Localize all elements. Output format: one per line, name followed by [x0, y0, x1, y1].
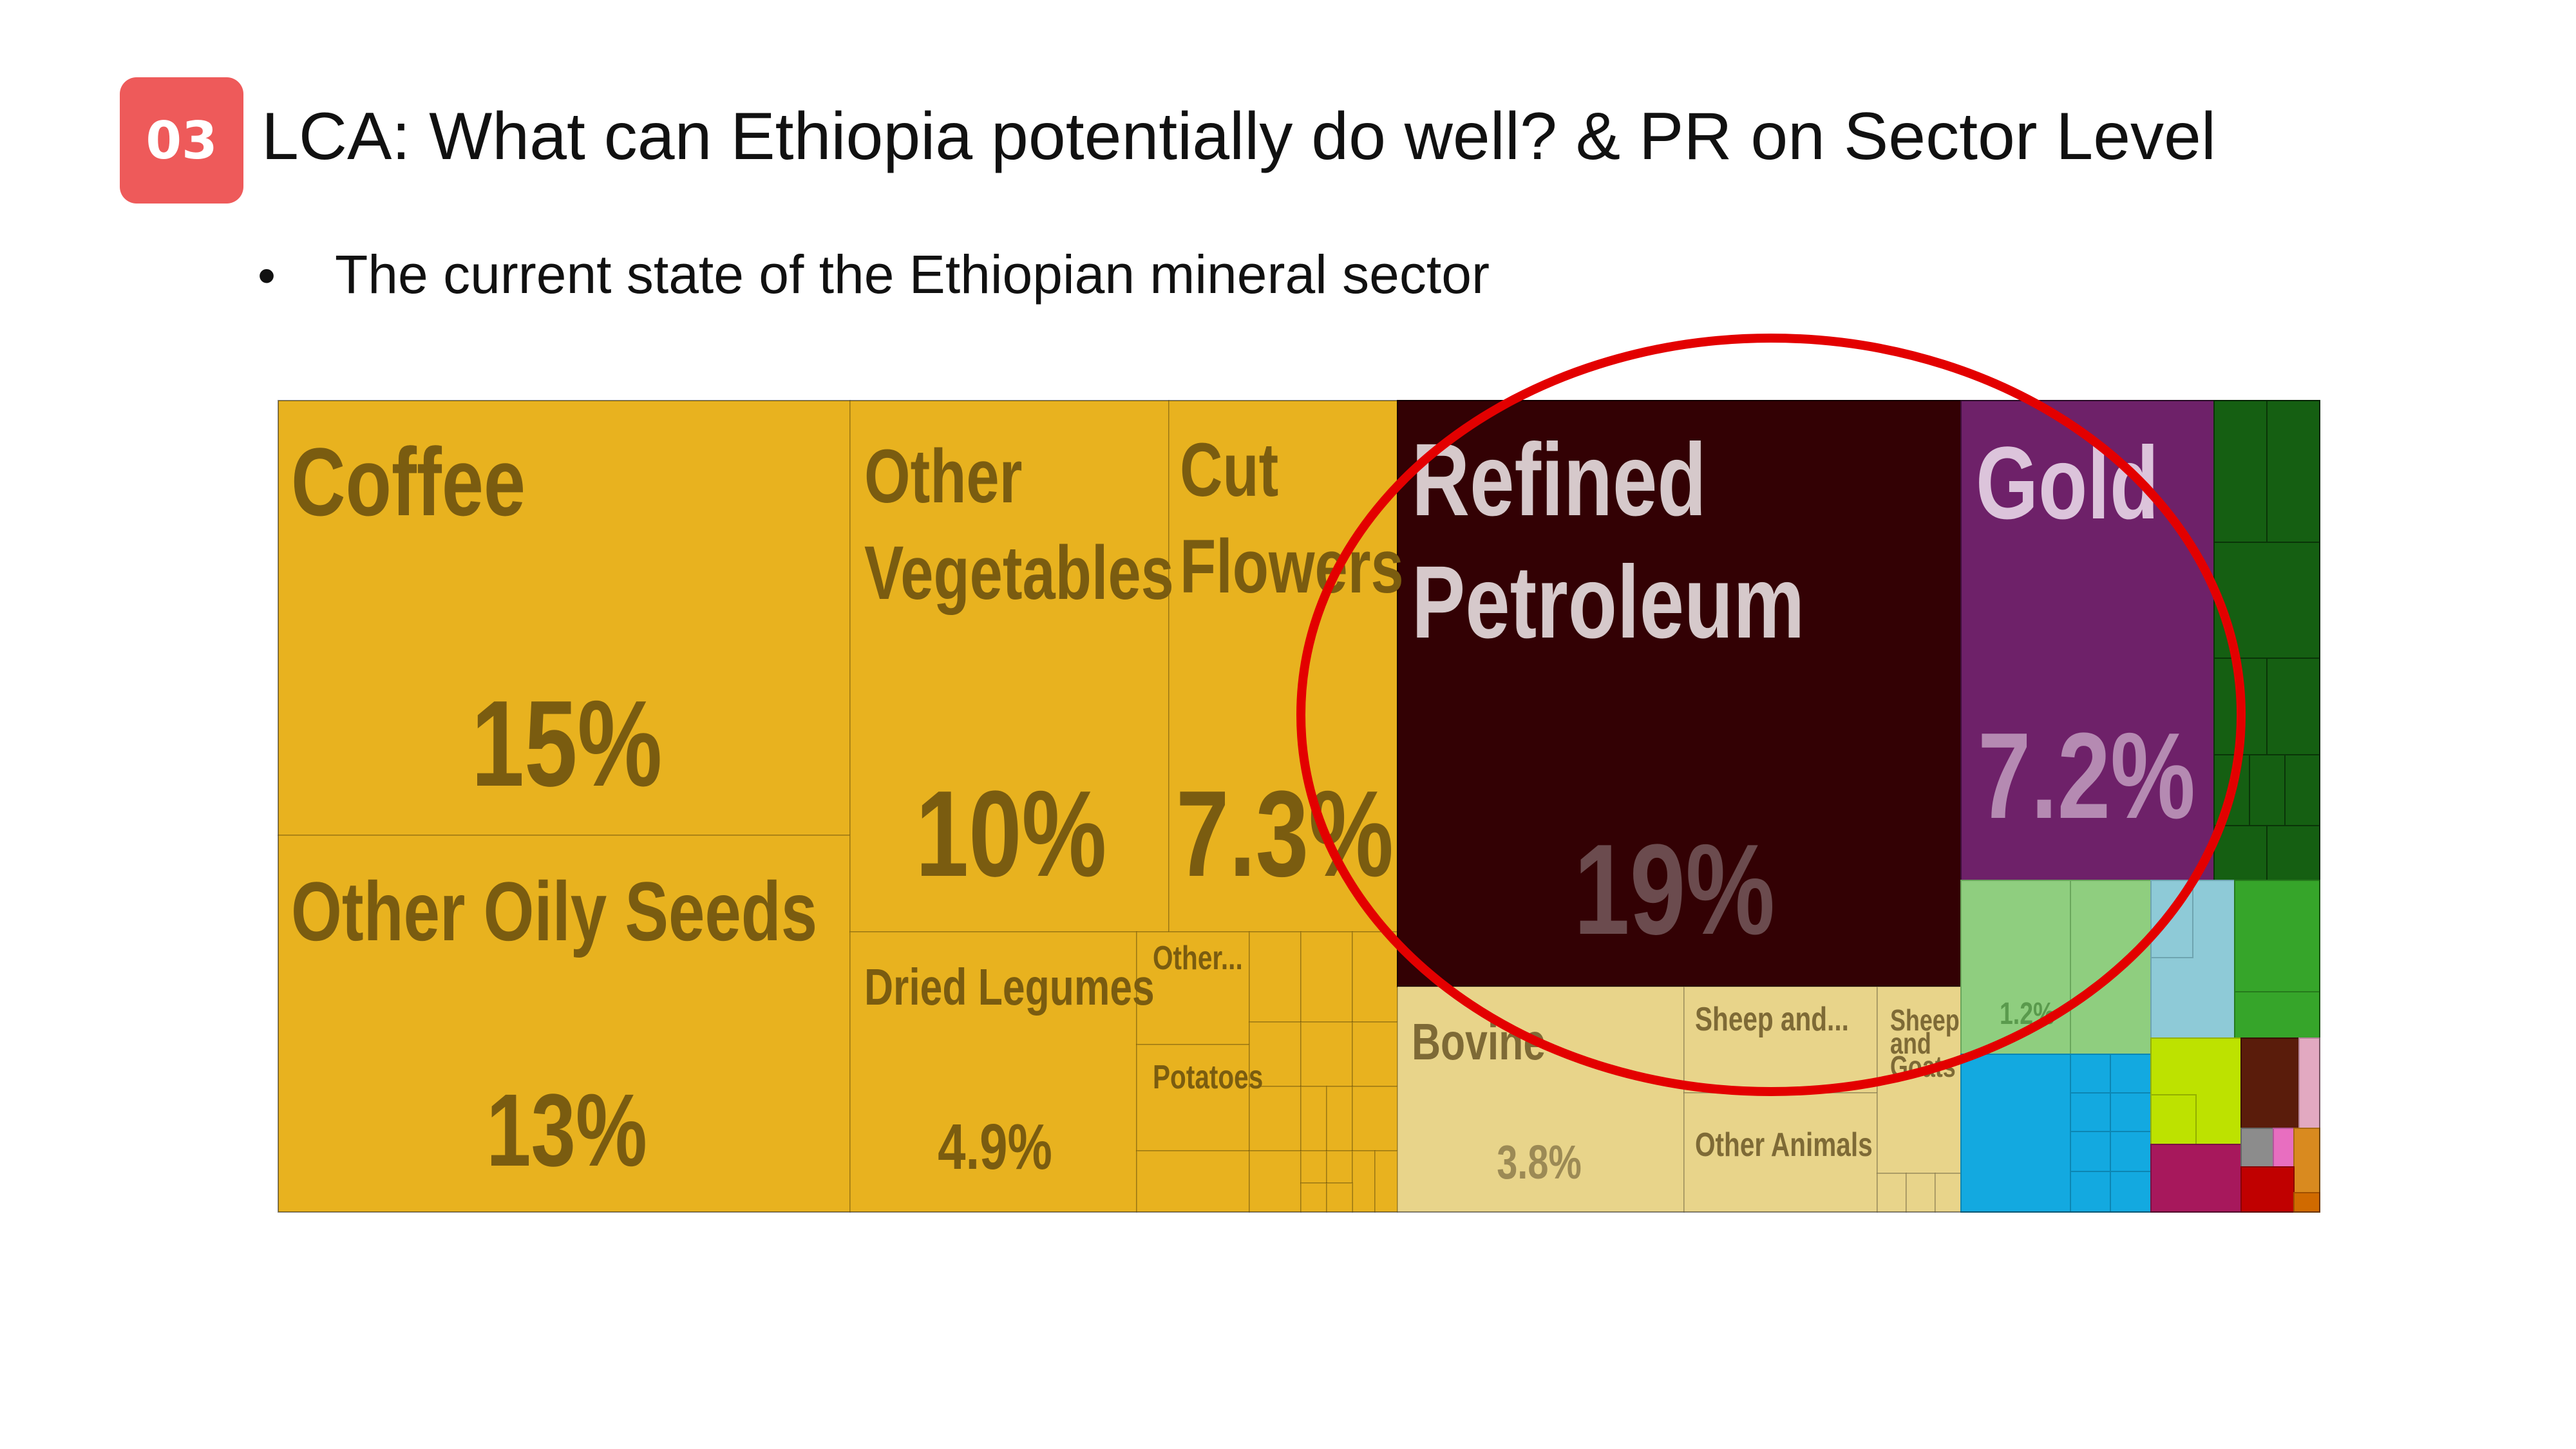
tile-agri-minor-5: [1352, 1021, 1398, 1087]
tile-dark-green-1: [2266, 400, 2320, 543]
label-refined-petroleum: Refined: [1412, 422, 1707, 537]
label-other-animals: Other Animals: [1695, 1126, 1873, 1163]
bullet-text: The current state of the Ethiopian miner…: [335, 244, 1490, 305]
label-potatoes: Potatoes: [1153, 1058, 1263, 1095]
tile-dark-green-6: [2249, 754, 2286, 826]
tile-magenta: [2150, 1144, 2242, 1213]
label-sheep-and-goats-line2: and: [1890, 1027, 1931, 1060]
bullet-marker: •: [258, 247, 276, 304]
label-refined-petroleum-line2: Petroleum: [1412, 545, 1804, 659]
tile-refined-petroleum: [1397, 400, 1962, 987]
tile-pink-b: [2273, 1128, 2295, 1168]
tile-dark-green-8: [2213, 825, 2268, 881]
tile-animal-minor-2: [1906, 1173, 1936, 1213]
label-other-agri: Other...: [1153, 939, 1243, 976]
label-other-vegetables-line2: Vegetables: [864, 531, 1174, 616]
tile-agri-minor-13: [1352, 1150, 1376, 1213]
tile-agri-minor-16: [1326, 1182, 1353, 1213]
tile-dark-green-0: [2213, 400, 2268, 543]
tile-brown: [2240, 1037, 2300, 1129]
tile-coffee: [278, 400, 851, 836]
label-sheep-and: Sheep and...: [1695, 1000, 1849, 1037]
value-coffee: 15%: [471, 676, 663, 812]
section-number-badge: 03: [120, 77, 243, 204]
tile-cyan-7: [2110, 1171, 2152, 1213]
tile-agri-minor-0: [1249, 931, 1302, 1023]
value-cut-flowers: 7.3%: [1176, 766, 1394, 902]
tile-agri-minor-8: [1326, 1086, 1353, 1151]
tile-agri-minor-10: [1249, 1150, 1302, 1213]
tile-cyan-0: [2070, 1054, 2111, 1094]
tile-agri-minor-6: [1249, 1086, 1302, 1151]
value-bovine: 3.8%: [1497, 1136, 1582, 1189]
tile-cyan-6: [2070, 1171, 2111, 1213]
tile-agri-minor-12: [1326, 1150, 1353, 1184]
tile-potatoes: [1136, 1044, 1250, 1151]
tile-agri-minor-9: [1352, 1086, 1398, 1151]
tile-agri-minor-14: [1374, 1150, 1398, 1213]
label-dried-legumes: Dried Legumes: [864, 959, 1155, 1016]
tile-agri-minor-2: [1352, 931, 1398, 1023]
tile-light-green-a: [1960, 880, 2071, 1055]
tile-cyan-2: [2070, 1092, 2111, 1132]
label-sheep-and-goats: Sheep: [1890, 1004, 1960, 1037]
tile-agri-small: [1136, 1150, 1250, 1213]
tile-orange: [2293, 1128, 2320, 1193]
tile-agri-minor-3: [1249, 1021, 1302, 1087]
highlight-circle: [1296, 334, 2246, 1096]
tile-gold: [1960, 400, 2215, 881]
tile-cyan-1: [2110, 1054, 2152, 1094]
tile-animal-minor-3: [1935, 1173, 1962, 1213]
value-dried-legumes: 4.9%: [938, 1112, 1052, 1184]
label-cut-flowers-line2: Flowers: [1180, 524, 1404, 609]
tile-grey: [2240, 1128, 2274, 1168]
tile-other-vegetables: [849, 400, 1170, 933]
label-other-vegetables: Other: [864, 434, 1022, 519]
tile-pink: [2298, 1037, 2320, 1129]
value-other-vegetables: 10%: [916, 766, 1107, 902]
tile-dark-green-4: [2266, 658, 2320, 755]
tile-agri-minor-11: [1300, 1150, 1327, 1184]
tile-sheep-and: [1683, 986, 1878, 1094]
tile-agri-minor-4: [1300, 1021, 1353, 1087]
tile-dried-legumes: [849, 931, 1137, 1213]
tile-dark-green-7: [2284, 754, 2320, 826]
slide-title: LCA: What can Ethiopia potentially do we…: [261, 99, 2216, 174]
tile-agri-minor-15: [1300, 1182, 1327, 1213]
tile-agri-minor-7: [1300, 1086, 1327, 1151]
value-other-oily-seeds: 13%: [486, 1073, 647, 1188]
label-other-oily-seeds: Other Oily Seeds: [291, 864, 817, 958]
tile-dark-green-9: [2266, 825, 2320, 881]
label-cut-flowers: Cut: [1180, 428, 1278, 513]
tile-other-animals: [1683, 1092, 1878, 1213]
label-bovine: Bovine: [1412, 1014, 1546, 1071]
tile-cyan-3: [2110, 1092, 2152, 1132]
label-coffee: Coffee: [291, 428, 526, 536]
value-refined-petroleum: 19%: [1574, 818, 1775, 961]
tile-bovine: [1397, 986, 1685, 1213]
value-gold: 7.2%: [1978, 708, 2195, 844]
tile-cyan-4: [2070, 1131, 2111, 1172]
tile-lime-b: [2150, 1094, 2197, 1145]
tile-bright-green-b: [2234, 991, 2320, 1039]
treemap-border: [278, 400, 2320, 1213]
tile-orange-b: [2293, 1192, 2320, 1213]
tile-cyan-5: [2110, 1131, 2152, 1172]
label-gold: Gold: [1976, 426, 2159, 540]
tile-red: [2240, 1166, 2295, 1213]
tile-animal-minor-1: [1877, 1173, 1907, 1213]
tile-agri-minor-1: [1300, 931, 1353, 1023]
tile-cut-flowers: [1168, 400, 1398, 933]
